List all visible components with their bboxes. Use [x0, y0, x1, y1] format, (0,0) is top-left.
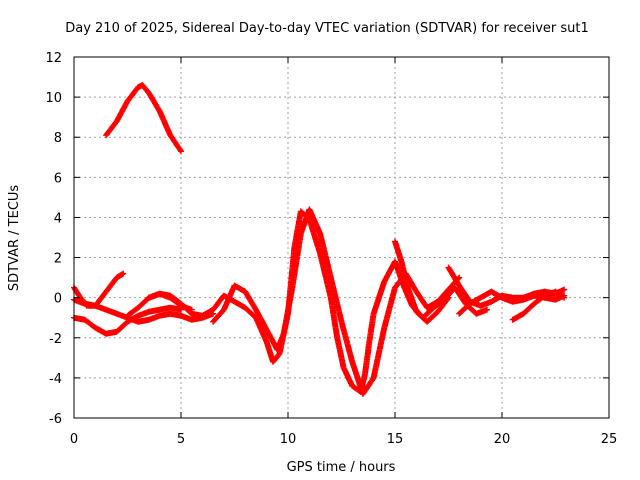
- y-tick-label: -2: [49, 332, 62, 347]
- data-points: [71, 82, 568, 397]
- y-tick-label: 12: [45, 51, 62, 66]
- chart-title: Day 210 of 2025, Sidereal Day-to-day VTE…: [65, 21, 589, 36]
- series-markers: [71, 304, 184, 337]
- x-tick-label: 10: [280, 432, 297, 447]
- y-tick-label: -6: [49, 412, 62, 427]
- axis-ticks: 0 5 10 15 20 25 -6 -4 -2 0 2 4 6 8 10 12: [45, 51, 617, 447]
- x-tick-label: 15: [387, 432, 404, 447]
- x-axis-label: GPS time / hours: [287, 460, 396, 475]
- x-tick-label: 20: [494, 432, 511, 447]
- series-markers: [392, 238, 452, 325]
- series-markers: [456, 288, 568, 317]
- x-tick-label: 0: [70, 432, 78, 447]
- series-arc-11: [456, 288, 568, 317]
- y-axis-label: SDTVAR / TECUs: [7, 185, 22, 292]
- series-arc-1: [103, 82, 184, 155]
- plot-frame: [73, 56, 610, 419]
- series-markers: [103, 82, 184, 155]
- y-tick-label: -4: [49, 372, 62, 387]
- series-arc-8: [392, 238, 452, 325]
- y-tick-label: 0: [54, 292, 62, 307]
- x-tick-label: 5: [177, 432, 185, 447]
- y-tick-label: 10: [45, 91, 62, 106]
- series-markers: [210, 206, 463, 397]
- x-tick-label: 25: [601, 432, 618, 447]
- y-tick-label: 6: [54, 171, 62, 186]
- series-arc-3: [71, 304, 184, 337]
- y-tick-label: 2: [54, 252, 62, 267]
- y-tick-label: 8: [54, 131, 62, 146]
- y-tick-label: 4: [54, 211, 62, 226]
- series-arc-7: [210, 206, 463, 397]
